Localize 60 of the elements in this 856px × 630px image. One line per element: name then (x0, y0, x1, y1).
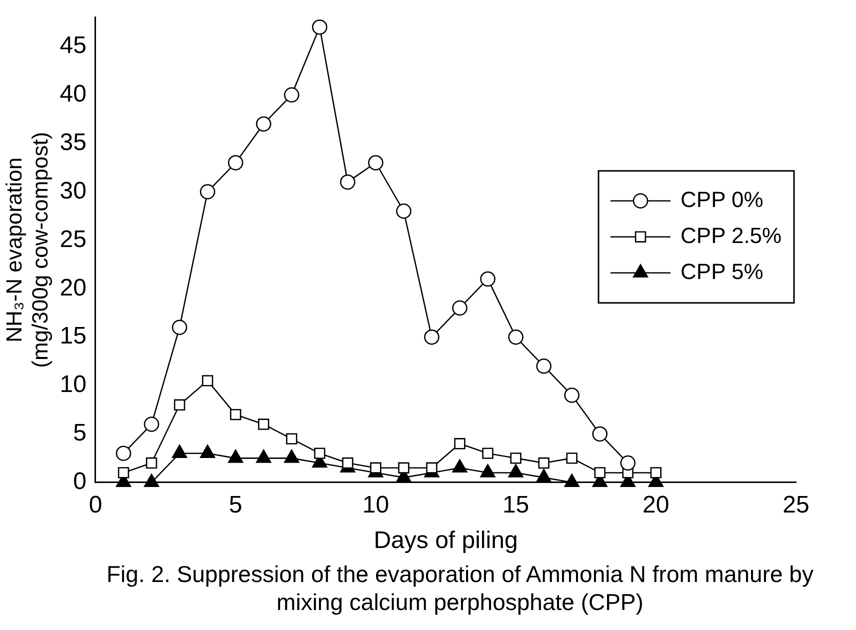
y-tick-label: 20 (60, 274, 86, 302)
point (564, 388, 580, 403)
point (536, 358, 552, 374)
y-tick-label: 35 (60, 128, 86, 156)
point (230, 408, 242, 420)
x-tick-label: 10 (362, 491, 390, 518)
y-tick-label: 25 (60, 226, 86, 253)
point (284, 87, 300, 103)
point (482, 448, 494, 459)
point (592, 426, 608, 442)
point (508, 329, 524, 345)
text: Fig. 2. Suppression of the evaporation of Ammonia N from manure by mixing calcium perphosphate (CPP) (106, 560, 814, 616)
point (314, 448, 326, 459)
point (650, 467, 662, 478)
point (202, 375, 214, 386)
point (172, 320, 188, 336)
text: (mg/300g cow-compost) (28, 132, 53, 368)
point (398, 462, 410, 474)
y-tick-label: 0 (73, 468, 86, 496)
point (480, 271, 496, 287)
y-tick-label: 5 (73, 420, 86, 447)
point (228, 155, 244, 170)
x-tick-label: 25 (782, 491, 810, 518)
point (620, 455, 636, 471)
point (342, 457, 354, 469)
point (368, 155, 384, 170)
point (312, 19, 328, 35)
point (594, 467, 606, 478)
point (286, 433, 298, 444)
point (370, 462, 382, 474)
point (146, 457, 158, 469)
legend-label: CPP 5% (680, 258, 764, 284)
point (538, 457, 550, 469)
y-tick-label: 45 (60, 32, 86, 60)
point (118, 467, 130, 478)
point (340, 174, 356, 190)
y-tick-label: 10 (60, 371, 86, 398)
point (452, 300, 468, 316)
legend-label: CPP 2.5% (680, 222, 782, 248)
point (454, 438, 466, 450)
x-axis-title: Days of piling (374, 527, 518, 554)
point (174, 399, 186, 410)
x-tick-label: 15 (502, 491, 530, 518)
text: NH₃-N evaporation (1, 157, 26, 342)
x-tick-label: 20 (642, 491, 670, 518)
point (200, 184, 216, 200)
point (396, 204, 412, 219)
point (510, 452, 522, 464)
point (424, 329, 440, 345)
y-tick-label: 40 (60, 80, 86, 108)
point (144, 416, 160, 432)
legend-label: CPP 0% (680, 186, 764, 212)
y-tick-label: 15 (60, 322, 86, 350)
point (426, 462, 438, 474)
point (566, 452, 578, 464)
point (256, 116, 272, 132)
point (116, 446, 132, 461)
point (258, 418, 270, 430)
x-tick-label: 5 (228, 491, 242, 518)
y-tick-label: 30 (60, 177, 86, 204)
